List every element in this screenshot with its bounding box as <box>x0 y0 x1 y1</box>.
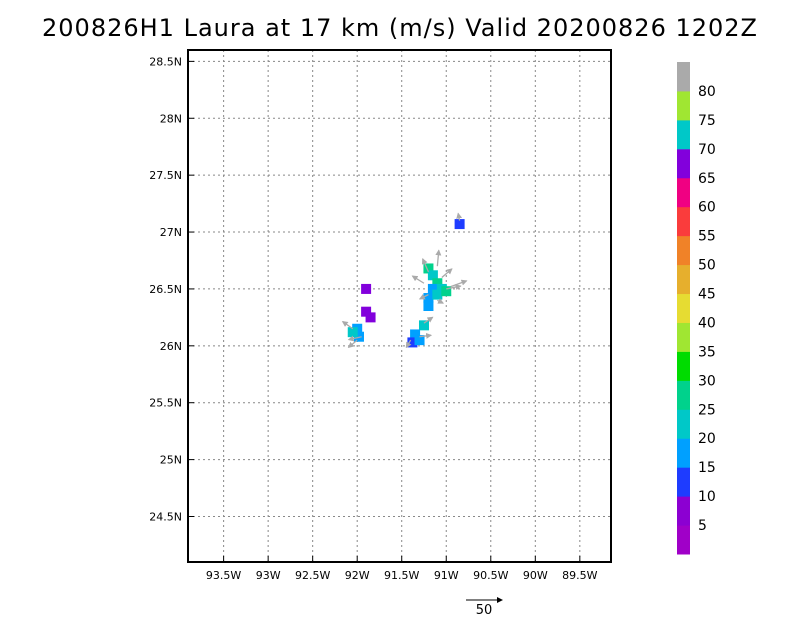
colorbar-label: 75 <box>698 113 716 129</box>
wind-vector <box>347 339 358 348</box>
wind-speed-cell <box>418 320 429 331</box>
wind-speed-cell <box>441 286 452 297</box>
colorbar-label: 35 <box>698 344 716 360</box>
wind-speed-patches <box>347 219 465 348</box>
lat-tick-label: 26N <box>160 340 182 353</box>
colorbar-label: 25 <box>698 402 716 418</box>
wind-speed-cell <box>361 283 372 294</box>
wind-speed-cell <box>432 278 443 289</box>
colorbar-label: 55 <box>698 229 716 245</box>
colorbar-swatch <box>677 496 690 526</box>
colorbar-swatch <box>677 293 690 323</box>
wind-vector <box>423 316 434 324</box>
wind-speed-cell <box>423 301 434 311</box>
wind-speed-cell <box>365 312 376 323</box>
colorbar-label: 60 <box>698 200 716 216</box>
wind-vector <box>418 294 429 300</box>
wind-vector <box>437 298 445 304</box>
colorbar-label: 30 <box>698 373 716 389</box>
lat-tick-label: 25N <box>160 454 182 467</box>
wind-speed-cell <box>432 289 443 300</box>
reference-vector-label: 50 <box>476 603 493 618</box>
wind-vector <box>421 257 430 273</box>
colorbar-swatch <box>677 380 690 410</box>
wind-speed-cell <box>423 293 434 304</box>
grid-lines <box>188 50 611 562</box>
colorbar-label: 5 <box>698 518 707 534</box>
colorbar-swatch <box>677 525 690 555</box>
wind-speed-cell <box>410 329 421 340</box>
lon-tick-label: 92.5W <box>295 569 330 582</box>
wind-vector <box>405 339 412 349</box>
wind-speed-cell <box>427 283 438 294</box>
colorbar-swatch <box>677 322 690 352</box>
wind-speed-cell <box>423 263 434 274</box>
lon-tick-label: 93.5W <box>206 569 241 582</box>
colorbar-swatch <box>677 148 690 179</box>
wind-speed-cell <box>361 306 372 317</box>
colorbar-swatch <box>677 467 690 497</box>
colorbar-label: 40 <box>698 315 716 331</box>
wind-vector <box>411 275 425 284</box>
lat-tick-label: 25.5N <box>149 397 182 410</box>
colorbar-swatch <box>677 62 690 92</box>
lon-tick-label: 93W <box>256 569 281 582</box>
wind-speed-cell <box>347 327 358 338</box>
map-title: 200826H1 Laura at 17 km (m/s) Valid 2020… <box>42 14 758 42</box>
colorbar-swatch <box>677 206 690 237</box>
lon-tick-label: 89.5W <box>562 569 597 582</box>
lat-tick-label: 27N <box>160 226 182 239</box>
wind-speed-cell <box>454 219 465 230</box>
colorbar-swatch <box>677 351 690 381</box>
colorbar-label: 15 <box>698 460 716 476</box>
colorbar-swatch <box>677 90 690 121</box>
lon-tick-label: 91.5W <box>384 569 419 582</box>
colorbar-swatch <box>677 235 690 266</box>
wind-speed-cell <box>407 337 418 348</box>
colorbar-label: 80 <box>698 84 716 100</box>
lon-tick-label: 90W <box>523 569 548 582</box>
wind-vector <box>435 249 442 267</box>
colorbar-swatch <box>677 119 690 150</box>
colorbar-swatch <box>677 409 690 439</box>
wind-vector <box>446 284 462 290</box>
colorbar: 5 10 15 20 25 30 35 40 45 50 55 60 65 70 75 80 <box>677 62 716 555</box>
colorbar-label: 50 <box>698 258 716 274</box>
wind-speed-cell <box>414 335 425 346</box>
lon-tick-label: 90.5W <box>473 569 508 582</box>
colorbar-swatch <box>677 438 690 468</box>
longitude-tick-labels: 93.5W 93W 92.5W 92W 91.5W 91W 90.5W 90W 89.5W <box>206 569 598 582</box>
reference-vector: 50 <box>466 597 503 618</box>
lat-tick-label: 26.5N <box>149 283 182 296</box>
wind-vectors <box>341 212 468 349</box>
lat-tick-label: 24.5N <box>149 510 182 523</box>
colorbar-label: 10 <box>698 489 716 505</box>
wind-vector <box>450 279 468 288</box>
wind-speed-cell <box>427 270 438 281</box>
colorbar-label: 45 <box>698 287 716 303</box>
colorbar-swatch <box>677 264 690 295</box>
wind-vector <box>347 335 362 342</box>
lon-tick-label: 91W <box>434 569 459 582</box>
wind-vector <box>456 212 463 221</box>
wind-vector <box>441 268 453 279</box>
lat-tick-label: 28N <box>160 112 182 125</box>
latitude-tick-labels: 28.5N 28N 27.5N 27N 26.5N 26N 25.5N 25N 24.5N <box>149 55 182 523</box>
wind-vector <box>341 320 354 330</box>
colorbar-label: 70 <box>698 142 716 158</box>
lat-tick-label: 28.5N <box>149 55 182 68</box>
map-frame <box>187 49 612 563</box>
colorbar-label: 65 <box>698 171 716 187</box>
colorbar-swatch <box>677 177 690 208</box>
colorbar-label: 20 <box>698 431 716 447</box>
lon-tick-label: 92W <box>345 569 370 582</box>
lat-tick-label: 27.5N <box>149 169 182 182</box>
wind-vector <box>419 332 433 339</box>
